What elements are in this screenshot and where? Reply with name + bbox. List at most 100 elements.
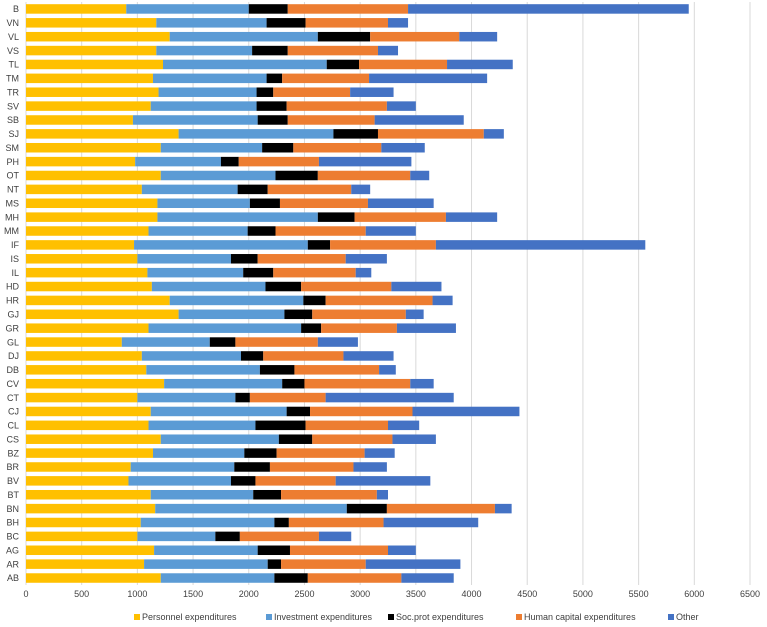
category-label: TR (7, 87, 19, 97)
bar-segment-BT-other (376, 489, 388, 500)
bar-segment-AG-investment-expenditures (154, 545, 258, 556)
bar-segment-CV-soc-prot-expenditures (282, 378, 305, 389)
bar-segment-MS-other (367, 198, 434, 209)
bar-segment-BZ-other (364, 448, 395, 458)
legend-swatch (134, 614, 140, 620)
bar-segment-NT-other (351, 184, 371, 195)
category-label: OT (7, 171, 20, 181)
bar-segment-BR-personnel-expenditures (26, 462, 131, 472)
bar-segment-CV-other (410, 378, 434, 389)
bar-segment-BT-human-capital-expenditures (281, 489, 377, 500)
bar-segment-TL-other (447, 59, 513, 70)
bar-segment-B-human-capital-expenditures (287, 4, 409, 14)
bar-segment-VS-investment-expenditures (156, 45, 253, 56)
bar-segment-AR-other (365, 559, 461, 569)
bar-segment-VS-human-capital-expenditures (287, 45, 378, 56)
category-label: VS (7, 46, 19, 56)
bar-segment-GJ-investment-expenditures (178, 309, 285, 320)
bar-segment-DB-other (379, 365, 396, 375)
bar-segment-CT-investment-expenditures (137, 392, 236, 403)
bar-segment-IS-investment-expenditures (137, 254, 231, 264)
bar-segment-BT-soc-prot-expenditures (253, 489, 282, 500)
bar-segment-BH-other (383, 517, 479, 528)
category-label: NT (7, 185, 19, 195)
bar-segment-SM-soc-prot-expenditures (262, 142, 294, 153)
category-label: GL (7, 337, 19, 347)
bar-segment-PH-investment-expenditures (135, 156, 221, 167)
bar-segment-MH-human-capital-expenditures (354, 212, 446, 222)
bar-segment-VS-personnel-expenditures (26, 45, 157, 56)
bar-segment-TL-personnel-expenditures (26, 59, 164, 70)
bar-segment-GL-investment-expenditures (121, 337, 210, 347)
bar-segment-PH-human-capital-expenditures (238, 156, 319, 167)
bar-segment-BT-personnel-expenditures (26, 489, 151, 500)
legend-label: Soc.prot expenditures (396, 612, 484, 622)
bar-segment-IL-soc-prot-expenditures (243, 267, 274, 278)
bar-segment-BH-personnel-expenditures (26, 517, 141, 528)
bar-segment-BC-soc-prot-expenditures (215, 531, 240, 542)
bar-segment-BZ-human-capital-expenditures (276, 448, 365, 458)
bar-segment-IF-human-capital-expenditures (330, 240, 436, 250)
bar-segment-BV-soc-prot-expenditures (230, 476, 256, 486)
bar-segment-AG-other (388, 545, 416, 556)
legend-label: Other (676, 612, 699, 622)
bar-segment-CJ-soc-prot-expenditures (286, 406, 311, 417)
bar-segment-IF-personnel-expenditures (26, 240, 135, 250)
bar-segment-BC-investment-expenditures (137, 531, 216, 542)
bar-segment-TM-soc-prot-expenditures (266, 73, 283, 84)
x-tick-label: 1000 (127, 589, 147, 599)
bar-segment-MM-soc-prot-expenditures (247, 226, 276, 236)
category-label: AB (7, 573, 19, 583)
bar-segment-SB-soc-prot-expenditures (257, 115, 288, 125)
bar-segment-TR-personnel-expenditures (26, 87, 159, 97)
bar-segment-TR-human-capital-expenditures (273, 87, 351, 97)
bar-segment-VN-personnel-expenditures (26, 18, 157, 28)
bar-segment-AB-soc-prot-expenditures (274, 573, 308, 583)
bar-segment-IF-soc-prot-expenditures (307, 240, 331, 250)
bar-segment-CS-personnel-expenditures (26, 434, 161, 444)
category-label: BR (6, 462, 19, 472)
bar-segment-GJ-soc-prot-expenditures (284, 309, 313, 320)
bar-segment-IS-personnel-expenditures (26, 254, 138, 264)
bar-segment-TM-other (369, 73, 488, 84)
bar-segment-BV-investment-expenditures (128, 476, 231, 486)
bar-segment-VN-other (388, 18, 409, 28)
bar-segment-CV-human-capital-expenditures (304, 378, 411, 389)
bar-segment-TM-investment-expenditures (152, 73, 267, 84)
bar-segment-VL-human-capital-expenditures (370, 31, 460, 42)
bar-segment-CJ-investment-expenditures (150, 406, 287, 417)
category-label: BV (7, 476, 19, 486)
bar-segment-BN-investment-expenditures (155, 503, 347, 514)
bar-segment-TL-human-capital-expenditures (359, 59, 448, 70)
category-label: GJ (7, 310, 19, 320)
bar-segment-GR-human-capital-expenditures (321, 323, 397, 333)
bar-segment-IF-investment-expenditures (134, 240, 308, 250)
x-tick-label: 0 (23, 589, 28, 599)
bar-segment-CJ-personnel-expenditures (26, 406, 151, 417)
bar-segment-GL-human-capital-expenditures (235, 337, 318, 347)
category-label: CV (6, 379, 19, 389)
bar-segment-BN-soc-prot-expenditures (346, 503, 387, 514)
bar-segment-BT-investment-expenditures (150, 489, 254, 500)
bar-segment-GJ-human-capital-expenditures (312, 309, 406, 320)
bar-segment-TR-investment-expenditures (158, 87, 257, 97)
bar-segment-HR-other (432, 295, 453, 306)
bar-segment-BR-other (353, 462, 387, 472)
bar-segment-SB-investment-expenditures (132, 115, 258, 125)
category-label: DJ (8, 351, 19, 361)
bar-segment-VL-other (459, 31, 498, 42)
bar-segment-HD-investment-expenditures (151, 281, 266, 292)
bar-segment-CT-soc-prot-expenditures (235, 392, 250, 403)
category-label: MS (6, 198, 20, 208)
bar-segment-BH-investment-expenditures (140, 517, 275, 528)
bar-segment-CL-investment-expenditures (148, 420, 256, 431)
x-tick-label: 2000 (239, 589, 259, 599)
bar-segment-AB-other (401, 573, 454, 583)
category-label: BH (6, 518, 19, 528)
bar-segment-CS-investment-expenditures (160, 434, 279, 444)
bar-segment-DJ-human-capital-expenditures (263, 351, 344, 361)
bar-segment-DB-investment-expenditures (146, 365, 260, 375)
bar-segment-HD-other (391, 281, 442, 292)
bar-segment-GL-other (317, 337, 358, 347)
